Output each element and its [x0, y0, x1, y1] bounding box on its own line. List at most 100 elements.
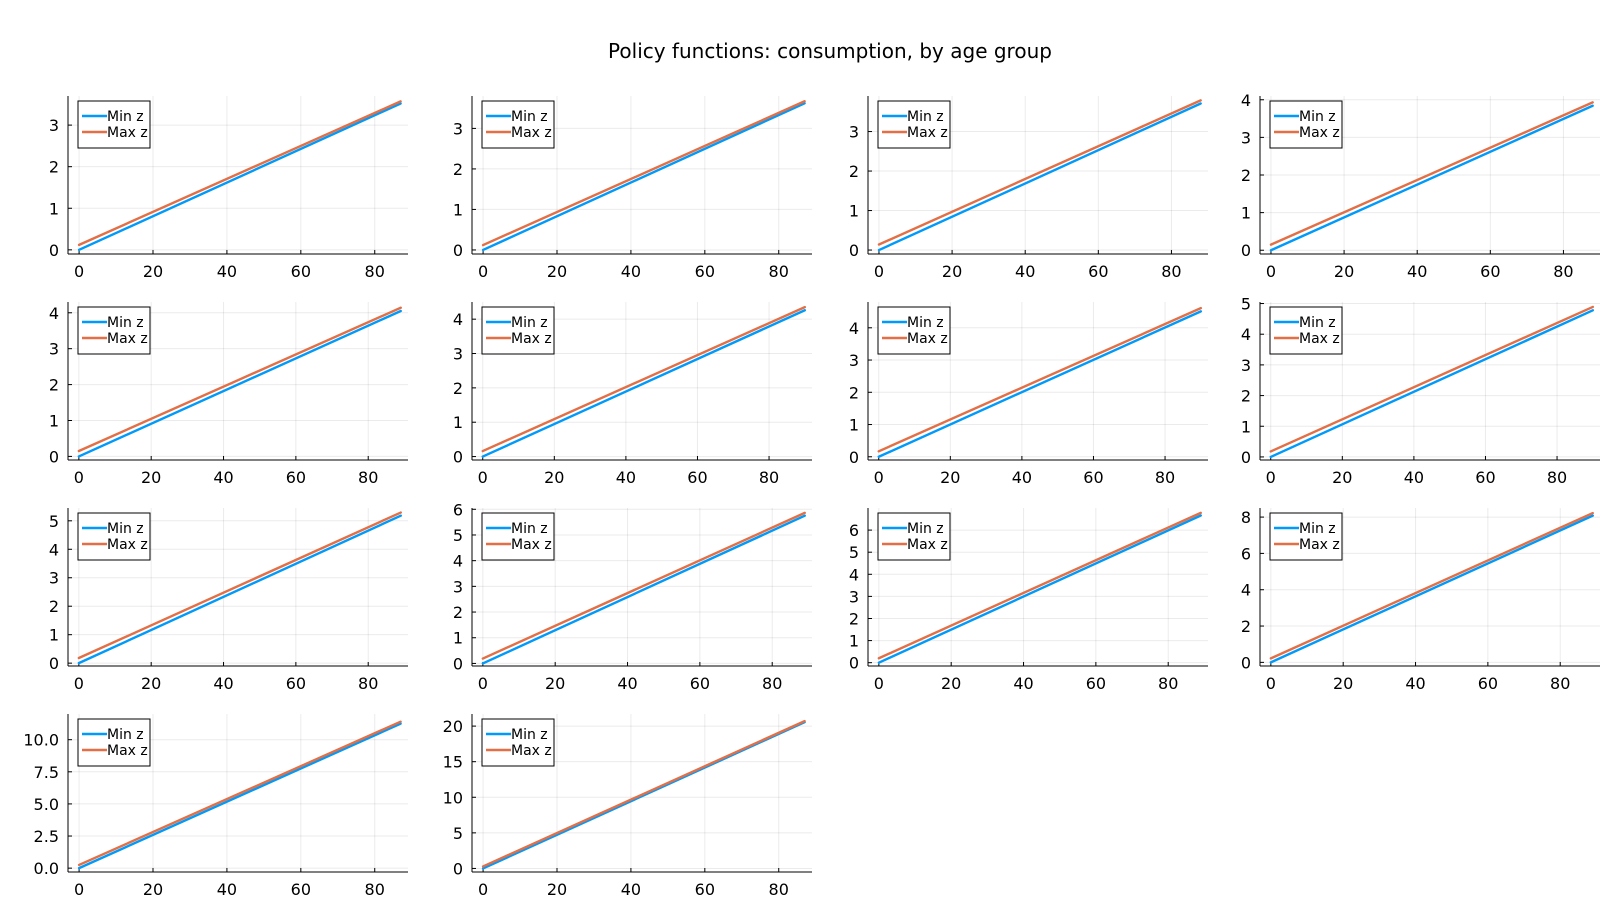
legend-label: Min z — [907, 521, 944, 537]
series-line-min-z — [1269, 514, 1594, 664]
x-tick-label: 40 — [1405, 674, 1425, 693]
series-line-max-z — [1269, 511, 1594, 660]
y-tick-label: 2 — [1241, 166, 1251, 185]
legend-label: Max z — [907, 125, 948, 141]
y-tick-label: 0 — [453, 448, 463, 467]
y-tick-label: 1 — [1241, 204, 1251, 223]
legend-label: Max z — [107, 331, 148, 347]
y-tick-label: 0 — [849, 448, 859, 467]
legend-box — [1269, 100, 1343, 149]
legend-label: Min z — [107, 109, 144, 125]
x-tick-label: 20 — [544, 468, 564, 487]
x-tick-label: 20 — [547, 262, 567, 281]
y-tick-label: 0 — [453, 859, 463, 878]
x-tick-label: 60 — [1086, 674, 1106, 693]
y-tick-label: 6 — [453, 500, 463, 519]
legend-label: Min z — [107, 727, 144, 743]
y-tick-label: 0 — [849, 241, 859, 260]
x-tick-label: 60 — [1475, 468, 1495, 487]
y-tick-label: 1 — [849, 202, 859, 221]
y-tick-label: 5.0 — [34, 795, 59, 814]
x-tick-label: 40 — [213, 674, 233, 693]
legend-label: Min z — [511, 727, 548, 743]
y-tick-label: 3 — [453, 119, 463, 138]
y-tick-label: 1 — [453, 629, 463, 648]
x-tick-label: 20 — [1334, 262, 1354, 281]
x-tick-label: 40 — [1404, 468, 1424, 487]
x-tick-label: 40 — [217, 262, 237, 281]
x-tick-label: 80 — [358, 674, 378, 693]
series-line-max-z — [1269, 305, 1595, 453]
legend-label: Min z — [907, 109, 944, 125]
legend-box — [77, 306, 151, 355]
legend-label: Max z — [107, 125, 148, 141]
y-tick-label: 15 — [443, 753, 463, 772]
y-tick-label: 2 — [453, 379, 463, 398]
y-tick-label: 1 — [49, 626, 59, 645]
series-line-min-z — [877, 310, 1203, 458]
series-line-max-z — [877, 511, 1202, 660]
legend-label: Min z — [1299, 109, 1336, 125]
x-tick-label: 20 — [1333, 674, 1353, 693]
x-tick-label: 60 — [1480, 262, 1500, 281]
series-line-max-z — [1269, 101, 1594, 246]
x-tick-label: 0 — [478, 880, 488, 899]
x-tick-label: 0 — [74, 674, 84, 693]
legend-label: Min z — [511, 315, 548, 331]
x-tick-label: 0 — [1266, 262, 1276, 281]
y-tick-label: 2 — [849, 383, 859, 402]
x-tick-label: 0 — [478, 468, 488, 487]
y-tick-label: 3 — [1241, 356, 1251, 375]
y-tick-label: 2 — [849, 609, 859, 628]
y-tick-label: 3 — [49, 340, 59, 359]
series-line-min-z — [481, 309, 807, 458]
x-tick-label: 20 — [143, 262, 163, 281]
y-tick-label: 0 — [849, 654, 859, 673]
y-tick-label: 3 — [453, 577, 463, 596]
y-tick-label: 4 — [849, 319, 859, 338]
y-tick-label: 2 — [1241, 387, 1251, 406]
legend-box — [481, 100, 555, 149]
legend-box — [77, 512, 151, 561]
series-line-min-z — [1269, 309, 1595, 459]
x-tick-label: 80 — [365, 880, 385, 899]
y-tick-label: 1 — [453, 200, 463, 219]
x-tick-label: 40 — [621, 880, 641, 899]
x-tick-label: 80 — [759, 468, 779, 487]
x-tick-label: 80 — [1155, 468, 1175, 487]
x-tick-label: 0 — [478, 262, 488, 281]
legend-box — [481, 718, 555, 767]
y-tick-label: 0 — [49, 447, 59, 466]
figure-title: Policy functions: consumption, by age gr… — [608, 39, 1052, 63]
y-tick-label: 0 — [49, 654, 59, 673]
legend-box — [481, 512, 555, 561]
series-line-min-z — [1269, 104, 1594, 252]
legend-box — [77, 718, 151, 767]
x-tick-label: 80 — [1547, 468, 1567, 487]
x-tick-label: 40 — [1012, 468, 1032, 487]
x-tick-label: 80 — [1553, 262, 1573, 281]
y-tick-label: 0 — [1241, 448, 1251, 467]
series-line-max-z — [481, 305, 807, 453]
y-tick-label: 2 — [49, 376, 59, 395]
x-tick-label: 40 — [213, 468, 233, 487]
x-tick-label: 0 — [74, 880, 84, 899]
y-tick-label: 8 — [1241, 508, 1251, 527]
y-tick-label: 10 — [443, 788, 463, 807]
y-tick-label: 0 — [453, 654, 463, 673]
series-line-min-z — [877, 102, 1202, 252]
legend-label: Min z — [511, 109, 548, 125]
legend-label: Max z — [1299, 537, 1340, 553]
y-tick-label: 5 — [453, 526, 463, 545]
y-tick-label: 4 — [49, 540, 59, 559]
y-tick-label: 4 — [49, 304, 59, 323]
